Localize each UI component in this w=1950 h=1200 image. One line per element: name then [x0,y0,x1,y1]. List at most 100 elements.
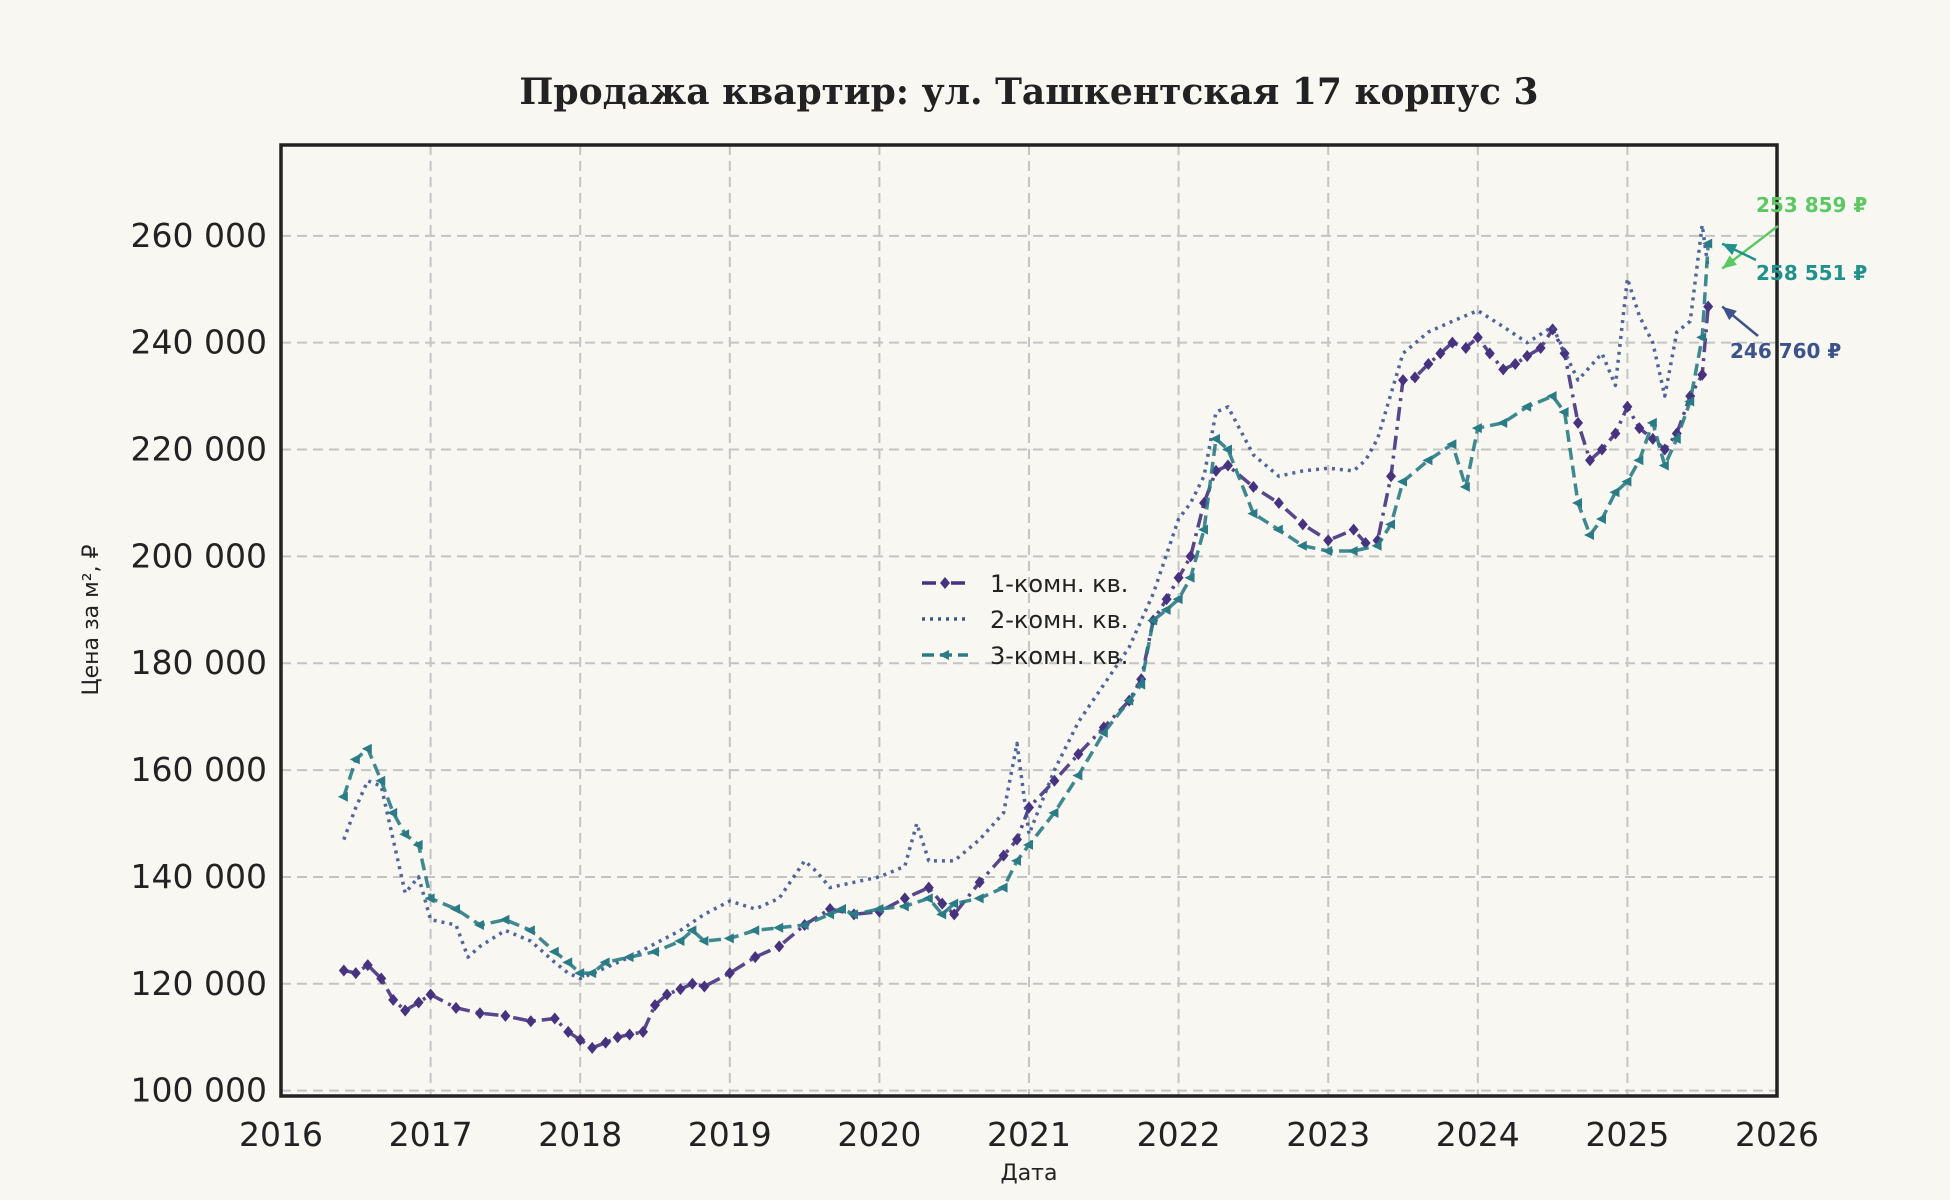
data-point [1073,748,1084,761]
data-point [574,968,585,979]
annotation-label: 258 551 ₽ [1756,261,1867,285]
annotation-label: 246 760 ₽ [1730,339,1841,363]
data-point [723,933,734,944]
data-point [1585,454,1595,467]
data-point [898,901,909,912]
data-point [1222,459,1233,472]
data-point [624,1028,635,1041]
data-point [562,957,573,968]
data-point [773,922,784,933]
legend-marker [939,650,949,660]
data-point [1072,770,1083,781]
data-point [1435,347,1446,360]
data-point [612,1031,623,1044]
data-point [1459,481,1470,492]
series-3 [337,238,1713,979]
data-point [1670,433,1681,444]
x-tick-label: 2019 [688,1115,772,1154]
data-point [362,959,373,972]
data-point [661,988,672,1001]
data-point [349,754,360,765]
annotation-arrowhead [1722,255,1737,269]
series-1 [338,300,1714,1054]
data-point [1160,604,1171,615]
data-point [922,893,933,904]
data-point [525,1015,536,1028]
data-point [1634,422,1645,435]
x-tick-label: 2024 [1436,1115,1520,1154]
data-point [1697,368,1708,381]
data-point [474,1007,485,1020]
data-point [1471,423,1482,434]
series-line [343,306,1710,1050]
data-point [923,881,934,894]
data-point [698,936,709,947]
y-tick-label: 240 000 [131,323,267,362]
data-point [638,1025,649,1038]
data-point [350,967,361,980]
data-point [1012,833,1023,846]
y-tick-label: 260 000 [131,216,267,255]
data-point [1658,460,1669,471]
data-point [1023,839,1033,850]
data-point [400,1004,411,1017]
x-tick-label: 2016 [239,1115,323,1154]
data-point [623,952,634,963]
legend-label: 1-комн. кв. [990,570,1128,598]
data-point [1185,550,1196,563]
data-point [1622,400,1633,413]
data-point [549,1012,560,1025]
data-point [1409,371,1420,384]
data-point [1684,396,1695,407]
data-point [1210,433,1220,444]
data-point [1184,572,1195,583]
data-point [425,988,436,1001]
y-tick-label: 160 000 [131,750,267,789]
data-point [1248,480,1259,493]
data-point [1572,497,1583,508]
legend-marker [940,577,950,589]
data-point [1385,519,1396,530]
data-point [1097,727,1108,738]
y-tick-label: 120 000 [131,964,267,1003]
data-point [1173,571,1184,584]
data-point [499,914,510,925]
data-point [649,946,659,957]
y-tick-label: 200 000 [131,536,267,575]
data-point [997,882,1008,893]
data-point [1296,540,1307,551]
data-point [1348,523,1359,536]
annotation-arrowhead [1722,243,1738,256]
data-point [1497,417,1508,428]
x-tick-label: 2020 [837,1115,921,1154]
data-point [1460,342,1471,355]
data-point [376,972,387,985]
data-point [1659,443,1670,456]
data-point [1633,455,1644,466]
data-point [424,893,435,904]
data-point [1198,524,1209,535]
data-point [548,946,559,957]
data-point [1546,391,1557,402]
data-point [1011,855,1022,866]
data-point [774,940,785,953]
data-point [824,909,835,920]
data-point [1273,496,1284,509]
data-point [575,1033,586,1046]
data-point [699,980,710,993]
end-value-annotations: 253 859 ₽ 258 551 ₽ 246 760 ₽ [1721,193,1867,363]
data-point [1595,513,1606,524]
data-point [563,1025,574,1038]
x-tick-label: 2017 [389,1115,473,1154]
y-tick-label: 100 000 [131,1071,267,1110]
data-point [1447,336,1458,349]
data-point [337,791,348,802]
data-point [500,1009,511,1022]
data-point [1510,358,1521,371]
data-point [1621,476,1632,487]
data-point [686,925,697,936]
data-point [750,951,761,964]
data-point [338,964,349,977]
data-point [1584,530,1594,541]
